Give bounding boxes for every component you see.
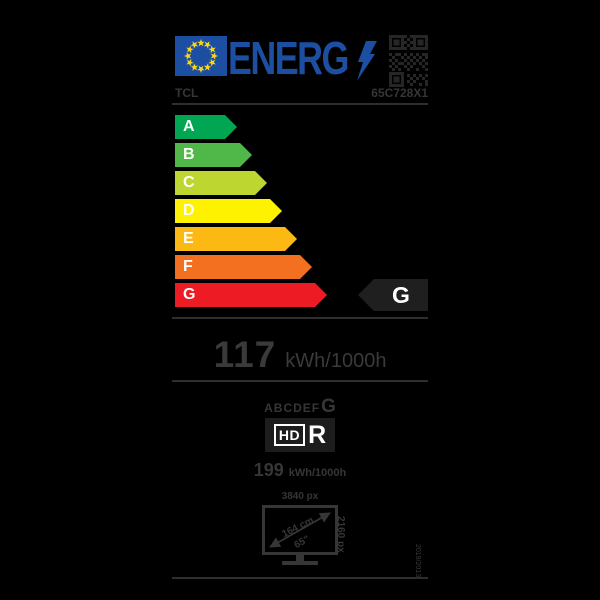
label-bottom-border <box>172 577 428 579</box>
class-arrow-list: A B C D E F G <box>175 115 327 307</box>
energy-label: ENERG TCL 65C728X1 A B C D E F G <box>170 30 430 586</box>
class-row-a: A <box>175 115 237 139</box>
class-letter-d: D <box>183 202 195 219</box>
class-letter-b: B <box>183 146 195 163</box>
tv-screen-icon <box>262 505 338 555</box>
class-letter-f: F <box>183 258 193 275</box>
hdr-class-scale: ABCDEFG <box>170 396 430 418</box>
scale-highlight-letter: G <box>321 396 336 417</box>
divider <box>172 103 428 105</box>
qr-code-icon <box>389 35 428 87</box>
vertical-resolution: 2160 px <box>335 516 346 553</box>
class-letter-c: C <box>183 174 195 191</box>
hdr-icon: HD R <box>264 418 336 452</box>
rated-class-letter: G <box>392 281 410 308</box>
class-row-f: F <box>175 255 312 279</box>
eu-flag-icon <box>175 36 227 76</box>
class-letter-a: A <box>183 118 195 135</box>
class-letter-g: G <box>183 286 196 303</box>
model-identifier: 65C728X1 <box>371 86 428 100</box>
energy-consumption-sdr: 117 kWh/1000h <box>170 334 430 376</box>
hdr-unit: kWh/1000h <box>288 467 347 479</box>
sdr-value: 117 <box>213 334 277 375</box>
hdr-r-text: R <box>308 420 327 449</box>
class-row-e: E <box>175 227 297 251</box>
class-letter-e: E <box>183 230 194 247</box>
scale-letters: ABCDEF <box>264 401 321 415</box>
class-row-b: B <box>175 143 252 167</box>
supplier-name: TCL <box>175 86 199 100</box>
divider <box>172 317 428 319</box>
class-row-g: G <box>175 283 327 307</box>
regulation-number: 2019/2013 <box>414 544 421 578</box>
sdr-unit: kWh/1000h <box>285 350 387 372</box>
hdr-value: 199 <box>253 460 284 480</box>
energy-lightning-icon <box>357 41 377 81</box>
diagonal-arrow-icon <box>269 512 331 548</box>
class-row-c: C <box>175 171 267 195</box>
energy-logo-text: ENERG <box>228 32 349 84</box>
tv-stand-base <box>282 561 318 565</box>
hdr-badge-wrap: HD R <box>170 418 430 452</box>
class-row-d: D <box>175 199 282 223</box>
tv-stand-neck <box>296 555 304 561</box>
energy-consumption-hdr: 199 kWh/1000h <box>170 460 430 481</box>
rated-class-arrow: G <box>358 279 428 311</box>
hdr-hd-text: HD <box>273 424 306 446</box>
divider <box>172 380 428 382</box>
horizontal-resolution: 3840 px <box>281 491 319 502</box>
